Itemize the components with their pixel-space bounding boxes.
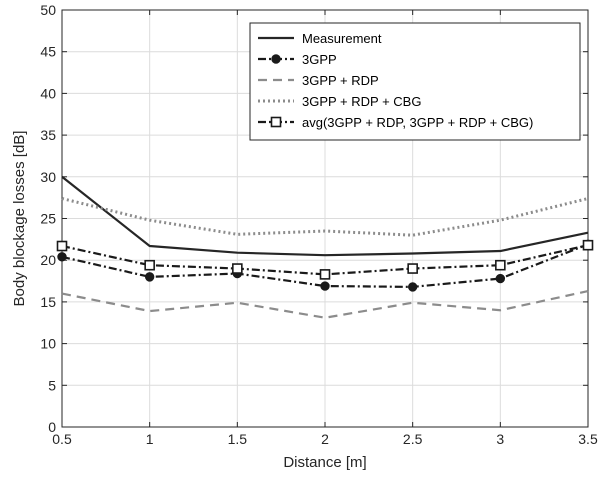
- y-axis-label: Body blockage losses [dB]: [11, 131, 28, 307]
- series-line: [61, 289, 589, 319]
- legend-label: 3GPP + RDP: [302, 73, 379, 88]
- legend-entry: Measurement: [258, 31, 382, 46]
- data-point-square: [144, 259, 155, 271]
- data-point-square: [319, 269, 331, 280]
- data-point-circle: [57, 252, 67, 262]
- data-point-square: [270, 116, 282, 128]
- legend-label: avg(3GPP + RDP, 3GPP + RDP + CBG): [302, 115, 533, 130]
- y-tick-label: 40: [40, 85, 56, 101]
- x-tick-label: 3.5: [578, 431, 598, 447]
- y-tick-label: 10: [40, 336, 56, 352]
- legend-entry: 3GPP: [258, 52, 337, 67]
- y-tick-label: 0: [48, 419, 56, 435]
- y-tick-label: 25: [40, 211, 56, 227]
- data-point-square: [495, 259, 506, 271]
- series-line: [61, 197, 589, 237]
- axis-ticks: 0.5 1 1.5 2 2.5 3 3.5 0 5 10 15 20 25 30 35 40 45 50: [40, 2, 598, 447]
- y-tick-label: 30: [40, 169, 56, 185]
- legend-label: 3GPP + RDP + CBG: [302, 94, 421, 109]
- x-tick-label: 0.5: [52, 431, 72, 447]
- data-point-circle: [271, 54, 281, 64]
- data-point-square: [56, 240, 68, 252]
- data-point-circle: [320, 281, 330, 291]
- data-point-circle: [407, 282, 418, 292]
- y-tick-label: 5: [48, 377, 56, 393]
- legend-entry: avg(3GPP + RDP, 3GPP + RDP + CBG): [258, 115, 533, 130]
- legend-label: 3GPP: [302, 52, 337, 67]
- y-tick-label: 45: [40, 44, 56, 60]
- series-3: [61, 197, 589, 237]
- x-tick-label: 3: [496, 431, 504, 447]
- legend: Measurement 3GPP 3GPP + RDP 3GPP + RDP + CB…: [249, 22, 581, 141]
- y-tick-label: 15: [40, 294, 56, 310]
- data-point-circle: [495, 273, 506, 284]
- data-point-circle: [144, 272, 155, 282]
- x-axis-label: Distance [m]: [283, 454, 366, 471]
- series-4: [56, 239, 594, 280]
- y-tick-label: 20: [40, 252, 56, 268]
- series-0: [61, 175, 589, 257]
- data-point-square: [232, 263, 243, 274]
- data-point-square: [407, 263, 418, 274]
- y-tick-label: 50: [40, 2, 56, 18]
- legend-box: [249, 22, 581, 141]
- x-tick-label: 2: [321, 431, 329, 447]
- legend-entry: 3GPP + RDP: [258, 73, 379, 88]
- series-2: [61, 289, 589, 319]
- data-point-square: [582, 239, 594, 251]
- y-tick-label: 35: [40, 127, 56, 143]
- series-lines: [56, 175, 594, 319]
- legend-label: Measurement: [302, 31, 382, 46]
- x-tick-label: 2.5: [403, 431, 423, 447]
- x-tick-label: 1.5: [228, 431, 248, 447]
- series-line: [61, 175, 589, 257]
- legend-entry: 3GPP + RDP + CBG: [258, 94, 421, 109]
- x-tick-label: 1: [146, 431, 154, 447]
